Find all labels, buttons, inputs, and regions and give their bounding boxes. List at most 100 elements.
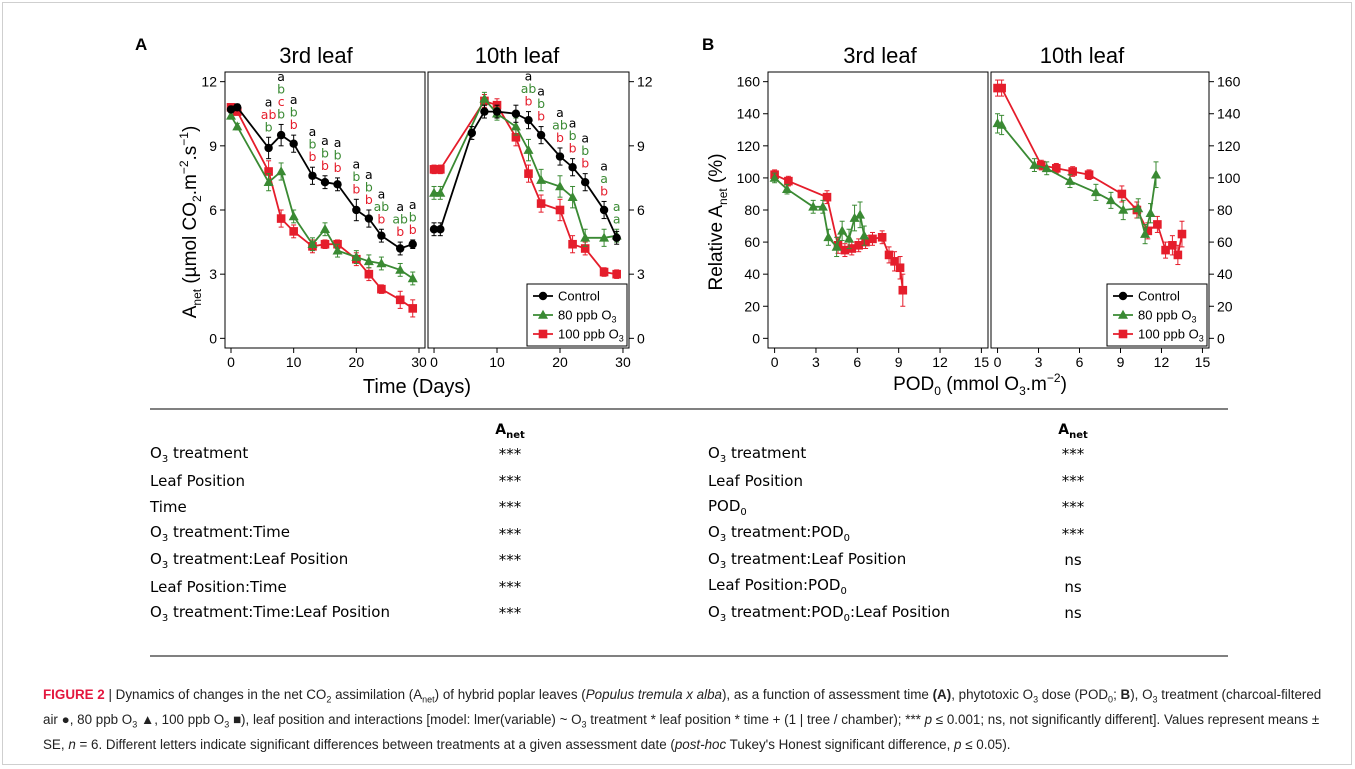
x-tick-label: 20 xyxy=(349,354,365,370)
significance-letter: a xyxy=(600,158,608,173)
y-tick-label: 40 xyxy=(1217,266,1233,282)
data-point xyxy=(226,110,236,120)
data-point xyxy=(429,225,439,234)
series-line xyxy=(997,122,1157,238)
significance-value: *** xyxy=(498,445,522,464)
data-point xyxy=(822,192,832,202)
panel-b-label: B xyxy=(702,35,714,54)
data-point xyxy=(396,244,405,253)
y-axis-label-a: Anet (µmol CO2.m−2.s−1) xyxy=(177,126,204,319)
data-point xyxy=(333,180,342,189)
significance-value: *** xyxy=(1061,445,1085,464)
table-row: Leaf Position *** xyxy=(708,468,1118,495)
y-tick-label: 60 xyxy=(744,234,760,250)
data-point xyxy=(1140,228,1151,238)
data-point xyxy=(808,201,819,211)
data-point xyxy=(264,167,273,176)
effect-label: O3 treatment:Leaf Position xyxy=(708,549,907,571)
significance-letter: b xyxy=(265,119,273,134)
data-point xyxy=(524,169,533,178)
data-point xyxy=(1161,245,1170,255)
data-point xyxy=(855,209,866,219)
y-tick-label: 12 xyxy=(201,74,217,90)
significance-letter: b xyxy=(581,143,589,158)
data-point xyxy=(580,244,590,253)
data-point xyxy=(352,205,361,215)
x-tick-label: 3 xyxy=(812,354,820,370)
significance-letter: b xyxy=(308,149,316,164)
y-tick-label: 0 xyxy=(752,330,760,346)
effect-label: O3 treatment xyxy=(150,443,249,465)
significance-value: *** xyxy=(498,604,522,623)
data-point xyxy=(1133,203,1144,213)
data-point xyxy=(890,257,899,266)
x-axis-label-b: POD0 (mmol O3.m−2) xyxy=(893,371,1067,398)
significance-letter: a xyxy=(396,199,404,214)
data-point xyxy=(1105,195,1116,205)
significance-letter: a xyxy=(613,199,621,214)
significance-letter: ab xyxy=(392,212,408,227)
legend-label: 100 ppb O3 xyxy=(558,327,624,344)
effect-label: Leaf Position xyxy=(150,471,245,490)
data-point xyxy=(568,239,577,249)
table-row: Leaf Position:Time *** xyxy=(150,574,560,601)
stats-table-right: Anet O3 treatment *** Leaf Position *** POD0 *… xyxy=(708,417,1118,627)
significance-letter: b xyxy=(352,181,360,196)
data-point xyxy=(351,251,362,261)
series-80-ppb-o3 xyxy=(226,110,418,286)
x-tick-label: 30 xyxy=(411,354,427,370)
caption-text: | Dynamics of changes in the net CO2 ass… xyxy=(43,687,1322,753)
y-tick-label: 0 xyxy=(209,330,217,346)
x-tick-label: 6 xyxy=(853,354,861,370)
table-header-row: Anet xyxy=(150,417,560,441)
significance-letter: b xyxy=(581,156,589,171)
y-tick-label: 20 xyxy=(744,298,760,314)
data-point xyxy=(429,165,439,174)
data-point xyxy=(511,132,521,142)
data-point xyxy=(435,187,446,197)
data-point xyxy=(276,166,287,176)
data-point xyxy=(555,205,565,215)
series-line xyxy=(230,106,413,250)
data-point xyxy=(568,163,577,172)
effect-label: O3 treatment:POD0:Leaf Position xyxy=(708,602,951,624)
y-tick-label: 3 xyxy=(209,266,217,282)
significance-letter: b xyxy=(409,209,417,224)
significance-letter: b xyxy=(556,130,564,145)
significance-letter: b xyxy=(409,222,417,237)
data-point xyxy=(320,224,330,234)
y-tick-label: 12 xyxy=(637,74,653,90)
data-point xyxy=(1036,160,1046,170)
legend-marker xyxy=(1118,329,1128,339)
significance-letter: b xyxy=(525,94,533,109)
significance-letter: a xyxy=(409,197,417,212)
data-point xyxy=(376,258,387,268)
data-point xyxy=(1143,226,1153,236)
y-tick-label: 120 xyxy=(737,138,761,154)
table-row: O3 treatment *** xyxy=(150,441,560,468)
legend-label: 80 ppb O3 xyxy=(558,308,617,325)
y-axis-label-b: Relative Anet (%) xyxy=(706,153,730,290)
data-point xyxy=(1051,163,1061,173)
significance-letter: b xyxy=(290,105,298,120)
significance-letter: a xyxy=(352,156,360,171)
table-header-blank xyxy=(150,417,460,441)
table-row: O3 treatment:Time *** xyxy=(150,521,560,548)
data-point xyxy=(784,176,793,186)
y-tick-label: 120 xyxy=(1217,138,1241,154)
significance-letter: a xyxy=(277,69,285,84)
stats-table-left: Anet O3 treatment *** Leaf Position *** Time *… xyxy=(150,417,560,627)
y-tick-label: 80 xyxy=(744,202,760,218)
y-tick-label: 40 xyxy=(744,266,760,282)
data-point xyxy=(769,172,780,182)
effect-label: Leaf Position:Time xyxy=(150,577,287,596)
data-point xyxy=(308,171,317,180)
data-point xyxy=(554,181,565,191)
significance-letter: b xyxy=(365,180,373,195)
data-point xyxy=(868,234,877,244)
y-tick-label: 3 xyxy=(637,266,645,282)
data-point xyxy=(612,269,621,279)
data-point xyxy=(599,205,609,215)
